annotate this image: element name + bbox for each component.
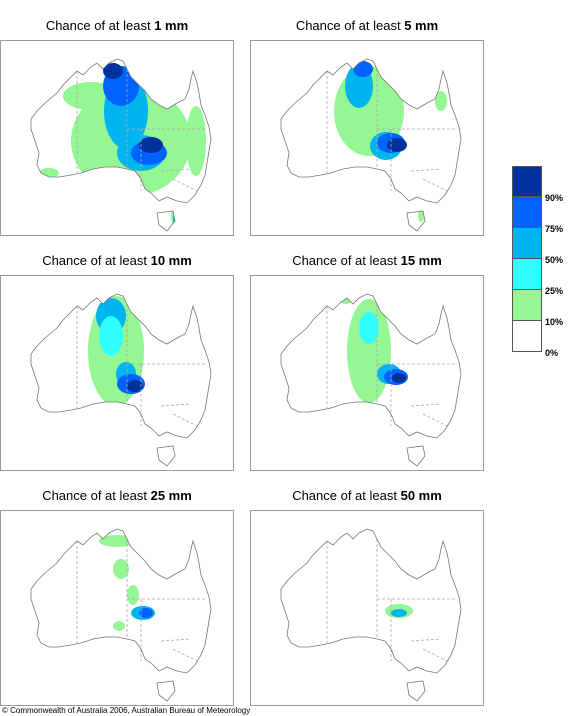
- legend-swatch-25: [512, 259, 542, 290]
- panel-title: Chance of at least 15 mm: [292, 253, 442, 268]
- rain-area: [113, 621, 125, 631]
- state-border: [422, 178, 448, 192]
- rain-area: [139, 608, 153, 618]
- tasmania-outline: [406, 210, 426, 232]
- copyright-notice: © Commonwealth of Australia 2006, Austra…: [2, 706, 251, 715]
- mainland-outline: [30, 528, 212, 674]
- rain-area: [391, 609, 407, 617]
- map-frame: [0, 40, 234, 236]
- state-border: [172, 413, 198, 427]
- australia-map: [280, 58, 462, 232]
- mainland-outline: [30, 293, 212, 439]
- tasmania-outline: [156, 445, 176, 467]
- map-frame: [0, 275, 234, 471]
- legend-label-50: 50%: [545, 255, 564, 265]
- legend-label-0: 0%: [545, 348, 559, 358]
- state-border: [160, 168, 192, 172]
- rain-area: [39, 168, 59, 178]
- state-border: [410, 638, 442, 642]
- rain-area: [99, 535, 135, 547]
- legend-label-75: 75%: [545, 224, 564, 234]
- rain-area: [113, 559, 129, 579]
- rain-area: [387, 138, 407, 152]
- rain-area: [103, 63, 123, 79]
- state-border: [422, 648, 448, 662]
- legend-swatch-75: [512, 197, 542, 228]
- map-frame: [250, 275, 484, 471]
- tasmania-outline: [406, 445, 426, 467]
- legend-label-90: 90%: [545, 193, 564, 203]
- tasmania-outline: [406, 680, 426, 702]
- rain-area: [186, 106, 206, 176]
- legend-swatch-0: [512, 321, 542, 352]
- rain-area: [139, 137, 163, 153]
- legend: [512, 166, 542, 352]
- rain-area: [127, 585, 139, 605]
- tasmania-outline: [156, 680, 176, 702]
- mainland-outline: [280, 528, 462, 674]
- panel-title: Chance of at least 50 mm: [292, 488, 442, 503]
- rain-area: [359, 312, 379, 344]
- legend-label-25: 25%: [545, 286, 564, 296]
- legend-swatch-50: [512, 228, 542, 259]
- map-frame: [250, 510, 484, 706]
- australia-map: [30, 293, 212, 467]
- map-frame: [250, 40, 484, 236]
- australia-map: [280, 293, 462, 467]
- legend-swatch-90: [512, 166, 542, 197]
- rain-area: [127, 380, 143, 392]
- panel-title: Chance of at least 10 mm: [42, 253, 192, 268]
- state-border: [410, 168, 442, 172]
- legend-swatch-10: [512, 290, 542, 321]
- rain-area: [435, 91, 447, 111]
- state-border: [422, 413, 448, 427]
- legend-label-10: 10%: [545, 317, 564, 327]
- state-border: [172, 178, 198, 192]
- state-border: [160, 403, 192, 407]
- panel-title: Chance of at least 5 mm: [295, 18, 439, 33]
- mainland-outline: [30, 58, 212, 204]
- rain-area: [392, 373, 406, 383]
- tasmania-outline: [156, 210, 176, 232]
- state-border: [160, 638, 192, 642]
- state-border: [172, 648, 198, 662]
- rain-area: [353, 61, 373, 77]
- map-frame: [0, 510, 234, 706]
- panel-title: Chance of at least 1 mm: [45, 18, 189, 33]
- rain-area: [376, 520, 386, 526]
- state-border: [410, 403, 442, 407]
- mainland-outline: [280, 58, 462, 204]
- mainland-outline: [280, 293, 462, 439]
- rain-area: [418, 210, 424, 222]
- panel-title: Chance of at least 25 mm: [42, 488, 192, 503]
- australia-map: [30, 528, 212, 702]
- rain-area: [99, 316, 123, 356]
- australia-map: [30, 58, 212, 232]
- australia-map: [280, 520, 462, 702]
- rain-area: [340, 296, 352, 304]
